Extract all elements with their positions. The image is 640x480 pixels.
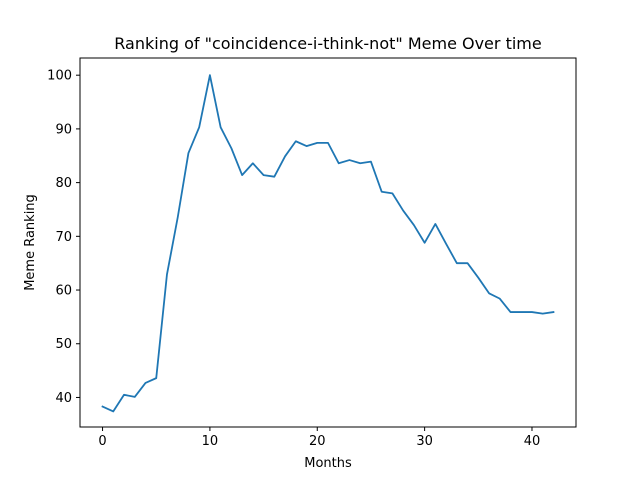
y-axis: 40 50 60 70 80 90 100 — [47, 69, 80, 406]
x-tick-label: 20 — [309, 434, 326, 449]
x-tick-label: 10 — [202, 434, 219, 449]
x-tick-label: 0 — [98, 434, 106, 449]
y-tick-label: 70 — [55, 230, 72, 245]
plot-frame — [79, 57, 577, 428]
x-tick-label: 30 — [416, 434, 433, 449]
x-axis-label: Months — [304, 456, 352, 471]
y-tick-label: 80 — [55, 176, 72, 191]
x-axis: 0 10 20 30 40 — [98, 427, 540, 449]
y-tick-label: 60 — [55, 284, 72, 299]
plot-area — [101, 74, 555, 413]
chart-title: Ranking of "coincidence-i-think-not" Mem… — [114, 34, 541, 53]
y-tick-label: 40 — [55, 391, 72, 406]
y-tick-label: 100 — [47, 69, 72, 84]
x-tick-label: 40 — [524, 434, 541, 449]
y-tick-label: 90 — [55, 122, 72, 137]
y-tick-label: 50 — [55, 337, 72, 352]
y-axis-label: Meme Ranking — [23, 194, 38, 291]
